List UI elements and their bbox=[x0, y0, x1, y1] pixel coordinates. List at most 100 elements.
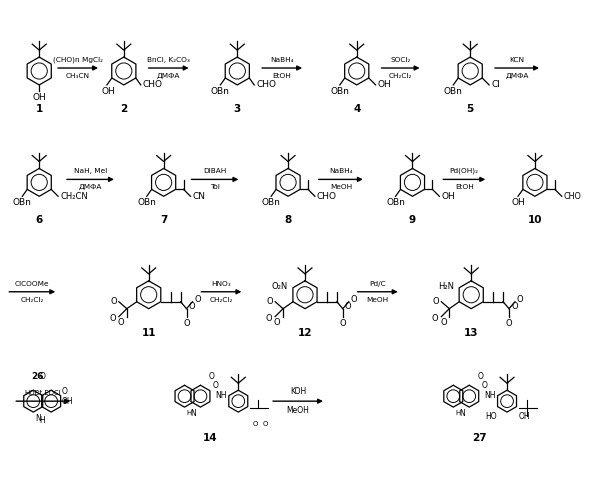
Text: CHO: CHO bbox=[142, 80, 163, 90]
Text: CH₂Cl₂: CH₂Cl₂ bbox=[210, 296, 233, 302]
Text: O: O bbox=[517, 295, 523, 304]
Text: O: O bbox=[252, 421, 258, 427]
Text: O: O bbox=[263, 421, 268, 427]
Text: OH: OH bbox=[441, 192, 455, 201]
Text: O: O bbox=[440, 318, 447, 326]
Text: CH₂Cl₂: CH₂Cl₂ bbox=[20, 296, 44, 302]
Text: (CHO)n MgCl₂: (CHO)n MgCl₂ bbox=[53, 56, 103, 63]
Text: N: N bbox=[459, 409, 465, 418]
Text: OBn: OBn bbox=[386, 198, 405, 207]
Text: H₂N: H₂N bbox=[438, 282, 454, 292]
Text: O: O bbox=[195, 295, 201, 304]
Text: CHO: CHO bbox=[317, 192, 337, 201]
Text: KCN: KCN bbox=[510, 57, 525, 63]
Text: 3: 3 bbox=[234, 104, 241, 114]
Text: H: H bbox=[186, 410, 192, 416]
Text: OBn: OBn bbox=[444, 87, 463, 96]
Text: H: H bbox=[39, 416, 45, 425]
Text: ДМФА: ДМФА bbox=[505, 73, 529, 79]
Text: O: O bbox=[110, 297, 117, 306]
Text: Pd(OH)₂: Pd(OH)₂ bbox=[450, 168, 479, 174]
Text: O: O bbox=[183, 318, 190, 328]
Text: OBn: OBn bbox=[211, 87, 230, 96]
Text: CHO: CHO bbox=[256, 80, 276, 90]
Text: HOBt,EDCl: HOBt,EDCl bbox=[25, 390, 61, 396]
Text: MeOH: MeOH bbox=[287, 406, 310, 415]
Text: 1: 1 bbox=[35, 104, 43, 114]
Text: OH: OH bbox=[62, 396, 74, 406]
Text: 7: 7 bbox=[160, 215, 167, 225]
Text: BnCl, K₂CO₃: BnCl, K₂CO₃ bbox=[147, 57, 190, 63]
Text: N: N bbox=[191, 409, 197, 418]
Text: 11: 11 bbox=[141, 328, 156, 338]
Text: EtOH: EtOH bbox=[273, 73, 291, 79]
Text: OBn: OBn bbox=[137, 198, 156, 207]
Text: SOCl₂: SOCl₂ bbox=[390, 57, 410, 63]
Text: HNO₃: HNO₃ bbox=[212, 281, 231, 287]
Text: O: O bbox=[62, 386, 68, 396]
Text: CH₂CN: CH₂CN bbox=[60, 192, 88, 201]
Text: O: O bbox=[477, 372, 483, 382]
Text: O: O bbox=[511, 302, 517, 311]
Text: OH: OH bbox=[519, 412, 531, 420]
Text: OBn: OBn bbox=[331, 87, 349, 96]
Text: NH: NH bbox=[484, 390, 496, 400]
Text: 6: 6 bbox=[35, 215, 43, 225]
Text: O: O bbox=[266, 314, 272, 323]
Text: O: O bbox=[209, 372, 215, 382]
Text: CH₂Cl₂: CH₂Cl₂ bbox=[389, 73, 412, 79]
Text: ClCOOMe: ClCOOMe bbox=[15, 281, 49, 287]
Text: KOH: KOH bbox=[290, 387, 306, 396]
Text: O: O bbox=[212, 380, 218, 390]
Text: ДМФА: ДМФА bbox=[157, 73, 180, 79]
Text: EtOH: EtOH bbox=[455, 184, 474, 190]
Text: 27: 27 bbox=[472, 433, 486, 443]
Text: 26: 26 bbox=[31, 372, 44, 382]
Text: OH: OH bbox=[101, 87, 115, 96]
Text: N: N bbox=[35, 414, 41, 423]
Text: 12: 12 bbox=[297, 328, 313, 338]
Text: O: O bbox=[118, 318, 124, 326]
Text: Pd/C: Pd/C bbox=[370, 281, 386, 287]
Text: O: O bbox=[39, 372, 45, 382]
Text: O: O bbox=[505, 318, 512, 328]
Text: O: O bbox=[109, 314, 116, 323]
Text: CN: CN bbox=[192, 192, 206, 201]
Text: CH₃CN: CH₃CN bbox=[66, 73, 90, 79]
Text: O: O bbox=[274, 318, 281, 326]
Text: O: O bbox=[189, 302, 195, 311]
Text: O: O bbox=[433, 297, 439, 306]
Text: 14: 14 bbox=[203, 433, 218, 443]
Text: OH: OH bbox=[377, 80, 391, 90]
Text: CHO: CHO bbox=[564, 192, 582, 201]
Text: 2: 2 bbox=[120, 104, 127, 114]
Text: ДМФА: ДМФА bbox=[79, 184, 102, 190]
Text: NH: NH bbox=[215, 390, 227, 400]
Text: HO: HO bbox=[486, 412, 497, 420]
Text: NaH, MeI: NaH, MeI bbox=[74, 168, 107, 174]
Text: OBn: OBn bbox=[261, 198, 281, 207]
Text: 5: 5 bbox=[466, 104, 474, 114]
Text: 4: 4 bbox=[353, 104, 361, 114]
Text: NaBH₄: NaBH₄ bbox=[329, 168, 353, 174]
Text: O: O bbox=[340, 318, 346, 328]
Text: OH: OH bbox=[511, 198, 525, 207]
Text: O: O bbox=[432, 314, 438, 323]
Text: DIBAH: DIBAH bbox=[203, 168, 227, 174]
Text: 13: 13 bbox=[464, 328, 478, 338]
Text: 9: 9 bbox=[409, 215, 416, 225]
Text: NaBH₄: NaBH₄ bbox=[270, 57, 294, 63]
Text: MeOH: MeOH bbox=[367, 296, 389, 302]
Text: H: H bbox=[455, 410, 460, 416]
Text: O: O bbox=[481, 380, 487, 390]
Text: 10: 10 bbox=[528, 215, 542, 225]
Text: O: O bbox=[351, 295, 358, 304]
Text: OBn: OBn bbox=[13, 198, 32, 207]
Text: OH: OH bbox=[32, 93, 46, 102]
Text: O: O bbox=[266, 297, 273, 306]
Text: MeOH: MeOH bbox=[330, 184, 352, 190]
Text: Cl: Cl bbox=[491, 80, 500, 90]
Text: Tol: Tol bbox=[210, 184, 220, 190]
Text: O: O bbox=[345, 302, 352, 311]
Text: O₂N: O₂N bbox=[272, 282, 288, 292]
